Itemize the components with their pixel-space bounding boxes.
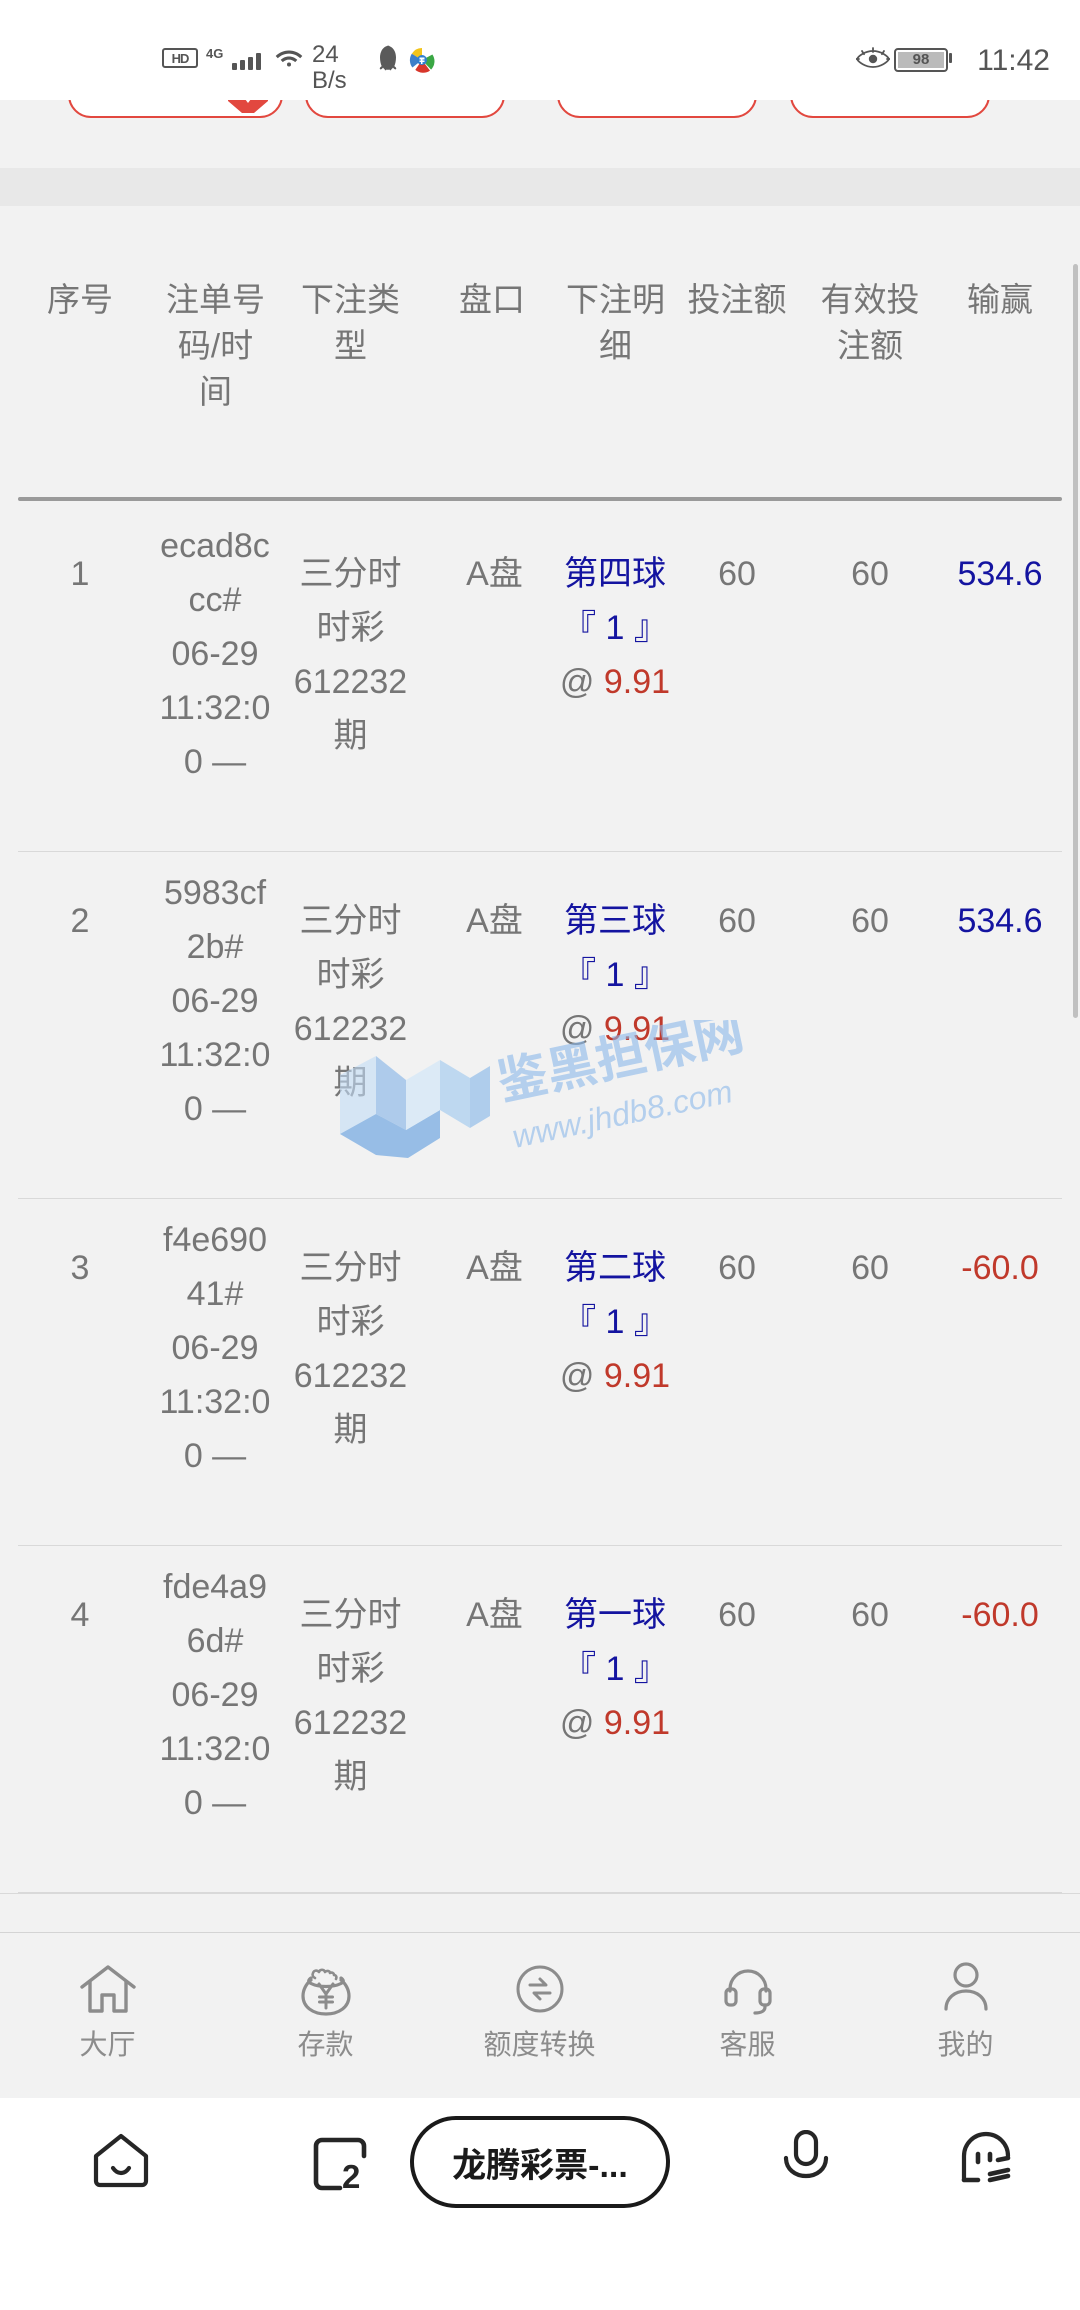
- svg-text:2: 2: [342, 2158, 360, 2192]
